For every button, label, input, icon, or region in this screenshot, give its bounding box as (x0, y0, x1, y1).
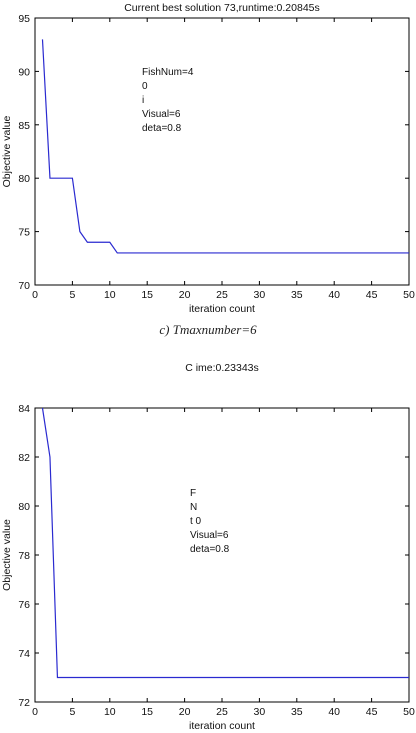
y-tick-label: 90 (18, 66, 30, 78)
y-tick-label: 84 (18, 403, 30, 415)
bottom-line-chart: C ime:0.23343s 0 5 10 15 20 25 30 35 40 45 50 72 74 76… (1, 362, 415, 732)
annotation-line: deta=0.8 (142, 123, 182, 134)
chart-title: C ime:0.23343s (185, 362, 259, 374)
x-tick-label: 35 (291, 706, 303, 718)
series-line (41, 39, 409, 254)
top-line-chart: Current best solution 73,runtime:0.20845… (1, 2, 415, 315)
figure-caption: c) Tmaxnumber=6 (159, 322, 257, 337)
y-tick-label: 80 (18, 173, 30, 185)
x-tick-label: 5 (69, 706, 75, 718)
annotation-line: F (190, 488, 196, 499)
annotation-line: deta=0.8 (190, 544, 230, 555)
x-tick-label: 5 (69, 289, 75, 301)
x-tick-label: 40 (328, 706, 340, 718)
x-tick-label: 25 (216, 289, 228, 301)
top-chart-panel: Current best solution 73,runtime:0.20845… (0, 0, 416, 345)
x-axis-label: iteration count (189, 303, 255, 315)
chart-title: Current best solution 73,runtime:0.20845… (124, 2, 320, 14)
y-axis-label: Objective value (1, 115, 13, 187)
y-tick-label: 78 (18, 550, 30, 562)
annotation-line: t 0 (190, 516, 202, 527)
x-tick-label: 10 (104, 706, 116, 718)
x-tick-label: 30 (254, 706, 266, 718)
y-tick-label: 95 (18, 13, 30, 25)
plot-frame (34, 407, 410, 703)
y-tick-label: 76 (18, 599, 30, 611)
x-tick-label: 50 (403, 289, 415, 301)
x-tick-label: 30 (254, 289, 266, 301)
y-tick-label: 82 (18, 452, 30, 464)
y-tick-label: 80 (18, 501, 30, 513)
x-tick-label: 15 (141, 706, 153, 718)
x-tick-label: 0 (32, 289, 38, 301)
x-tick-label: 0 (32, 706, 38, 718)
x-tick-label: 20 (179, 706, 191, 718)
x-tick-label: 50 (403, 706, 415, 718)
annotation-line: FishNum=4 (142, 67, 194, 78)
x-tick-label: 40 (328, 289, 340, 301)
x-axis-label: iteration count (189, 720, 255, 732)
y-tick-label: 70 (18, 280, 30, 292)
annotation-line: N (190, 502, 197, 513)
annotation-line: Visual=6 (190, 530, 229, 541)
annotation-line: 0 (142, 81, 148, 92)
x-tick-label: 15 (141, 289, 153, 301)
y-tick-label: 75 (18, 227, 30, 239)
x-tick-label: 45 (366, 289, 378, 301)
y-tick-label: 85 (18, 120, 30, 132)
x-tick-label: 35 (291, 289, 303, 301)
bottom-chart-panel: C ime:0.23343s 0 5 10 15 20 25 30 35 40 45 50 72 74 76… (0, 360, 416, 733)
x-tick-label: 20 (179, 289, 191, 301)
series-line (41, 407, 409, 679)
y-tick-label: 72 (18, 697, 30, 709)
plot-frame (34, 17, 410, 286)
x-tick-label: 10 (104, 289, 116, 301)
annotation-line: Visual=6 (142, 109, 181, 120)
y-axis-label: Objective value (1, 519, 13, 591)
y-tick-label: 74 (18, 648, 30, 660)
annotation-line: i (142, 95, 144, 106)
x-tick-label: 45 (366, 706, 378, 718)
x-tick-label: 25 (216, 706, 228, 718)
